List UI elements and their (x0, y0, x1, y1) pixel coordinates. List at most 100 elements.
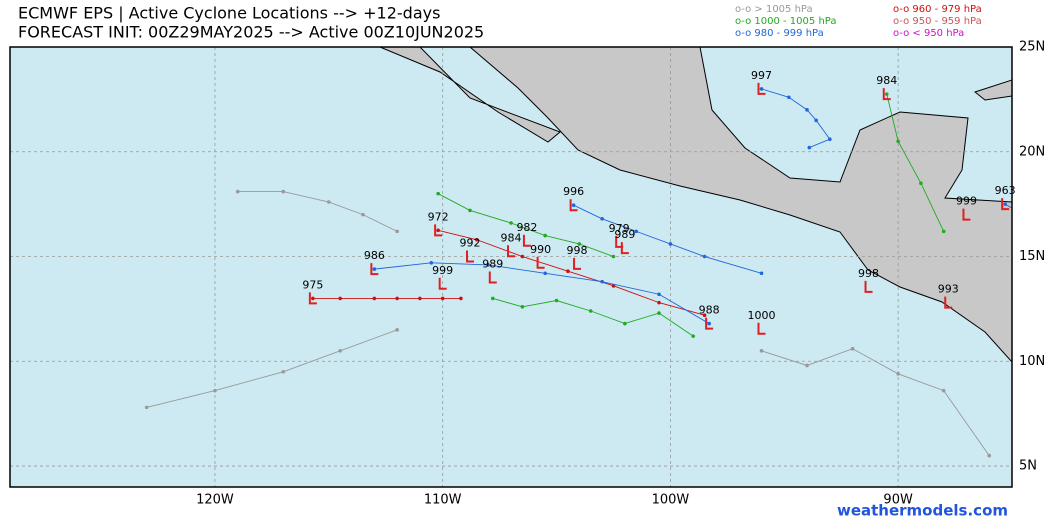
track-point (235, 189, 240, 194)
storm-marker (757, 82, 766, 95)
storm-marker (370, 263, 379, 276)
storm-pressure: 984 (501, 231, 522, 244)
track-point (395, 296, 399, 301)
storm-marker (757, 322, 766, 335)
storm-pressure: 998 (567, 244, 588, 257)
storm-pressure: 1000 (748, 309, 776, 322)
legend-entry: o-o 950 - 959 hPa (893, 16, 982, 27)
track-point (759, 349, 764, 353)
track-point (440, 296, 445, 301)
storm-marker (434, 224, 443, 237)
track-point (657, 292, 661, 297)
storm-pressure: 989 (614, 228, 635, 241)
lat-tick-label: 25N (1019, 40, 1045, 55)
title: ECMWF EPS | Active Cyclone Locations -->… (18, 4, 440, 23)
track-point (520, 305, 525, 309)
track-point (759, 271, 764, 276)
track-point (475, 237, 479, 242)
storm-marker (536, 256, 545, 269)
track-point (372, 296, 377, 301)
track-point (395, 229, 399, 234)
track-point (657, 300, 661, 305)
storm-marker (507, 245, 515, 258)
lon-tick-label: 120W (196, 493, 234, 508)
track-point (459, 296, 463, 301)
track-point (520, 254, 525, 259)
track-point (702, 254, 707, 259)
track-point (372, 267, 377, 271)
storm-pressure: 986 (364, 249, 385, 262)
track-point (623, 321, 627, 326)
track-point (884, 92, 889, 96)
legend-entry: o-o 1000 - 1005 hPa (735, 16, 836, 27)
track-point (361, 212, 365, 217)
legend-entry: o-o 980 - 999 hPa (735, 28, 824, 39)
storm-marker (438, 277, 447, 290)
storm-pressure: 999 (956, 195, 977, 208)
track-point (668, 242, 673, 246)
tracks (144, 87, 1032, 458)
lat-tick-label: 10N (1019, 354, 1045, 369)
storm-marker (615, 235, 624, 248)
track-point (805, 363, 809, 368)
track-point (436, 191, 440, 196)
storm-pressure: 963 (995, 184, 1016, 197)
storm-pressure: 988 (699, 304, 720, 317)
storm-marker (962, 208, 971, 221)
track-point (759, 87, 764, 91)
lat-tick-label: 5N (1019, 459, 1037, 474)
storm-marker (882, 88, 891, 101)
track-point (566, 269, 570, 273)
track-point (588, 309, 593, 313)
track-point (436, 228, 440, 233)
storm-pressure: 997 (751, 69, 772, 82)
storm-marker (569, 199, 578, 212)
storm-pressure: 992 (460, 237, 481, 250)
storm-marker (308, 292, 317, 305)
track-point (941, 229, 946, 234)
track-point (600, 279, 604, 284)
track-line (761, 348, 990, 456)
storm-pressure: 998 (858, 267, 879, 280)
storm-pressure: 990 (530, 243, 551, 256)
track-point (611, 284, 616, 288)
track-line (573, 204, 762, 274)
lon-tick-label: 90W (883, 493, 913, 508)
map-frame (9, 46, 1013, 488)
track-point (571, 203, 576, 207)
storm-marker (1001, 198, 1010, 211)
legend-entry: o-o < 950 hPa (893, 28, 964, 39)
track-point (850, 346, 855, 351)
subtitle: FORECAST INIT: 00Z29MAY2025 --> Active 0… (18, 23, 484, 42)
storm-marker (620, 242, 629, 255)
track-point (691, 334, 695, 338)
storm-pressure: 996 (563, 185, 584, 198)
track-point (702, 313, 707, 317)
track-point (338, 296, 343, 301)
storm-marker (705, 317, 714, 330)
track-point (1003, 202, 1007, 206)
storm-pressure: 979 (609, 222, 630, 235)
track-point (144, 405, 149, 410)
track-point (987, 453, 992, 458)
storm-pressure: 972 (428, 210, 449, 223)
track-point (919, 181, 923, 185)
track-point (1028, 217, 1032, 221)
legend-entry: o-o 960 - 979 hPa (893, 4, 982, 15)
track-point (787, 95, 791, 100)
lon-tick-label: 110W (424, 493, 462, 508)
track-point (281, 369, 286, 374)
track-point (807, 145, 812, 150)
track-point (327, 200, 331, 204)
track-point (814, 118, 818, 123)
track-line (1004, 203, 1012, 209)
track-point (657, 311, 661, 315)
track-point (600, 217, 604, 221)
storm-pressure: 982 (516, 221, 537, 234)
track-point (634, 229, 639, 234)
track-point (395, 328, 399, 332)
track-point (429, 261, 434, 265)
